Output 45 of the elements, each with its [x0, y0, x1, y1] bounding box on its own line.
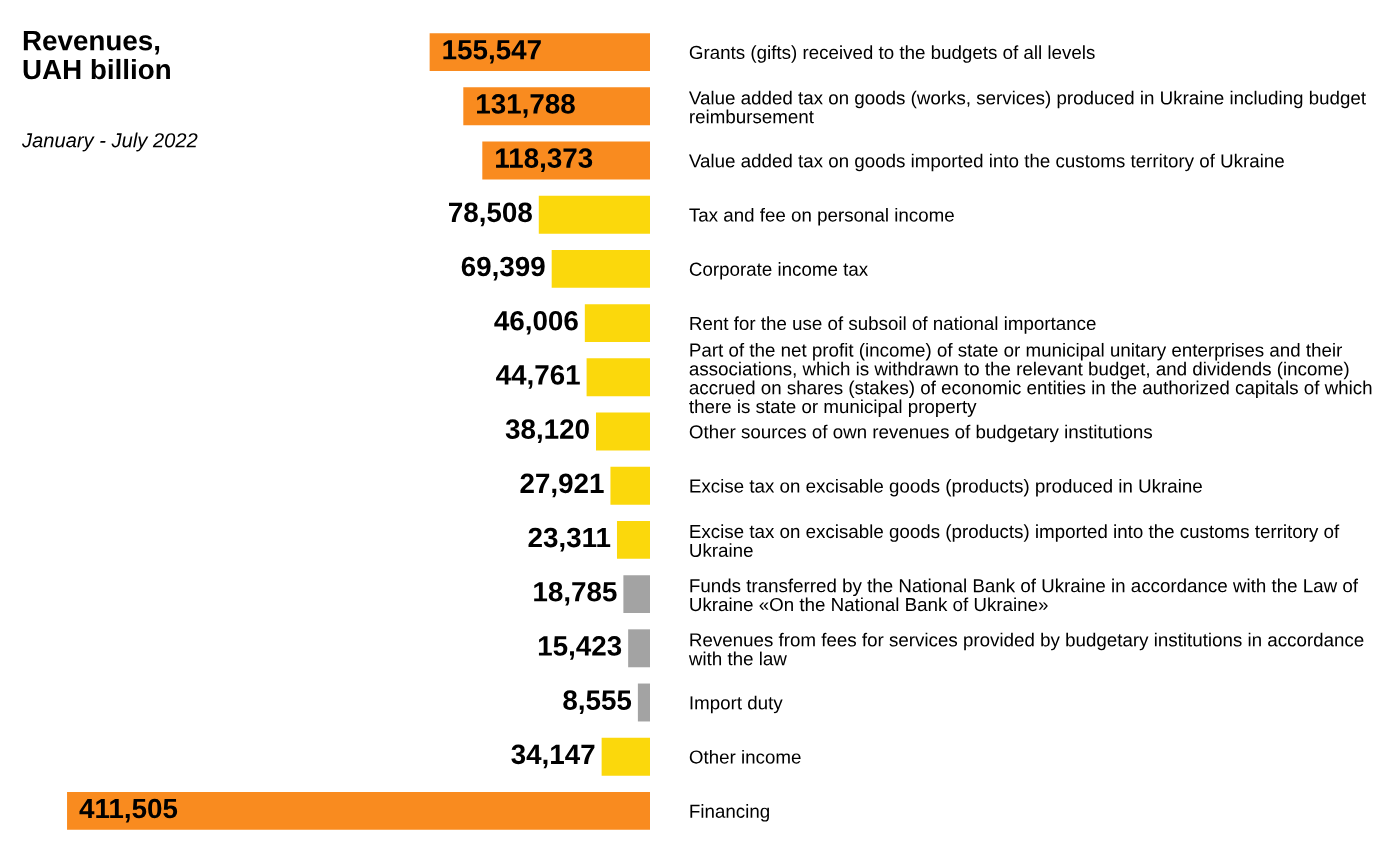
- y-tick-label: Grants (gifts) received to the budgets of all levels: [689, 45, 1095, 63]
- y-tick-label: Tax and fee on personal income: [689, 207, 954, 226]
- bar: [551, 249, 650, 288]
- bar: [610, 466, 650, 505]
- data-label: 23,311: [528, 527, 611, 552]
- bar: [601, 737, 650, 776]
- data-label: 8,555: [563, 690, 632, 714]
- y-tick-label: Excise tax on excisable goods (products) imported into the customs territory of Ukraine: [690, 524, 1340, 557]
- bar: [616, 520, 650, 559]
- y-tick-label: Financing: [690, 804, 769, 822]
- y-tick-label: Value added tax on goods (works, services) produced in Ukraine including budget reimbursement: [688, 90, 1366, 124]
- data-label: 44,761: [496, 365, 580, 389]
- data-label: 15,423: [538, 636, 622, 660]
- data-label: 34,147: [511, 744, 595, 769]
- y-tick-label: Rent for the use of subsoil of national importance: [690, 316, 1096, 334]
- bar: [628, 629, 650, 668]
- data-label: 118,373: [496, 148, 593, 172]
- text: Revenues, UAH billion: [23, 31, 170, 80]
- data-label: 38,120: [505, 419, 589, 443]
- data-label: 155,547: [443, 40, 541, 64]
- bar: [623, 575, 650, 614]
- bar: [67, 791, 650, 830]
- y-tick-label: Value added tax on goods imported into the customs territory of Ukraine: [688, 153, 1284, 172]
- text: January - July 2022: [21, 132, 198, 152]
- y-tick-label: Part of the net profit (income) of state or municipal unitary enterprises and their associations, which is withdrawn to the relevant budget, and dividends (income) accrued on shares (stakes) of economic entities in the authorized capitals of which there is state or municipal property: [689, 342, 1372, 417]
- data-label: 18,785: [534, 581, 617, 606]
- y-tick-label: Revenues from fees for services provided by budgetary institutions in accordance with the law: [688, 632, 1364, 666]
- data-label: 78,508: [449, 202, 532, 227]
- y-tick-label: Other income: [689, 749, 801, 764]
- bar: [429, 33, 650, 72]
- bar: [584, 304, 650, 343]
- y-tick-label: Excise tax on excisable goods (products) produced in Ukraine: [690, 478, 1202, 497]
- y-tick-label: Other sources of own revenues of budgetary institutions: [689, 424, 1153, 443]
- bar: [538, 195, 650, 234]
- y-tick-label: Funds transferred by the National Bank of Ukraine in accordance with the Law of Ukraine «On the National Bank of Ukraine»: [690, 578, 1359, 612]
- data-label: 131,788: [477, 94, 575, 118]
- y-tick-label: Import duty: [690, 695, 783, 714]
- data-label: 27,921: [520, 473, 604, 498]
- bar: [586, 358, 650, 397]
- bar: [596, 412, 650, 451]
- data-label: 411,505: [79, 798, 178, 823]
- bar: [637, 683, 650, 722]
- data-label: 46,006: [494, 310, 578, 335]
- data-label: 69,399: [461, 256, 545, 281]
- y-tick-label: Corporate income tax: [689, 262, 868, 280]
